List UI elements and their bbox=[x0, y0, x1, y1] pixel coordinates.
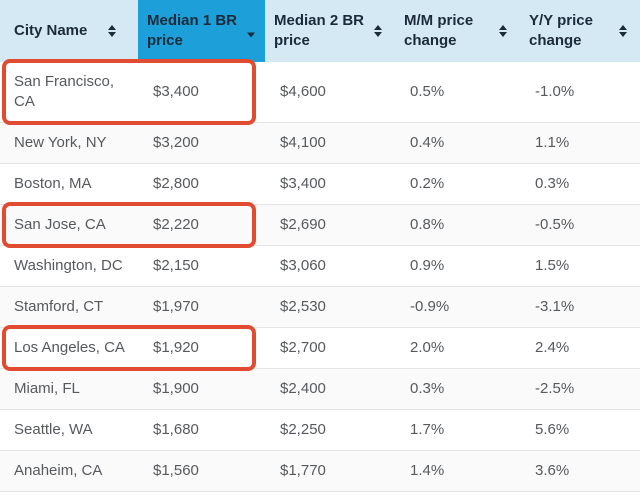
cell-city: New York, NY bbox=[0, 122, 138, 164]
column-header-yy-price-change[interactable]: Y/Y price change bbox=[520, 0, 640, 62]
cell-br2: $4,600 bbox=[265, 62, 395, 123]
sort-updown-icon bbox=[499, 25, 507, 37]
cell-br1: $2,800 bbox=[138, 163, 265, 205]
cell-city: Boston, MA bbox=[0, 163, 138, 205]
column-header-label: Y/Y price change bbox=[529, 12, 593, 49]
column-header-city-name[interactable]: City Name bbox=[0, 0, 138, 62]
cell-yy: 1.1% bbox=[520, 122, 640, 164]
cell-yy: 1.5% bbox=[520, 245, 640, 287]
cell-mm: 0.4% bbox=[395, 122, 520, 164]
table-header: City Name Median 1 BR price Median 2 BR … bbox=[0, 0, 640, 62]
table-row: Anaheim, CA $1,560 $1,770 1.4% 3.6% bbox=[0, 450, 640, 492]
cell-br2: $1,770 bbox=[265, 450, 395, 492]
table-row: Los Angeles, CA $1,920 $2,700 2.0% 2.4% bbox=[0, 327, 640, 369]
cell-yy: 5.6% bbox=[520, 409, 640, 451]
cell-mm: 1.7% bbox=[395, 409, 520, 451]
cell-city: San Jose, CA bbox=[0, 204, 138, 246]
cell-city: San Francisco, CA bbox=[0, 62, 138, 123]
column-header-label: Median 1 BR price bbox=[147, 12, 238, 49]
sort-updown-icon bbox=[374, 25, 382, 37]
column-header-median-2br-price[interactable]: Median 2 BR price bbox=[265, 0, 395, 62]
column-header-label: M/M price change bbox=[404, 12, 474, 49]
table-row: Miami, FL $1,900 $2,400 0.3% -2.5% bbox=[0, 368, 640, 410]
cell-br1: $1,970 bbox=[138, 286, 265, 328]
cell-city: Miami, FL bbox=[0, 368, 138, 410]
sort-updown-icon bbox=[108, 25, 116, 37]
cell-br1: $2,150 bbox=[138, 245, 265, 287]
cell-mm: 1.4% bbox=[395, 450, 520, 492]
table-row: New York, NY $3,200 $4,100 0.4% 1.1% bbox=[0, 122, 640, 164]
cell-br1: $1,900 bbox=[138, 368, 265, 410]
cell-br2: $3,060 bbox=[265, 245, 395, 287]
cell-br2: $2,700 bbox=[265, 327, 395, 369]
cell-br1: $1,920 bbox=[138, 327, 265, 369]
cell-br2: $2,250 bbox=[265, 409, 395, 451]
cell-yy: 2.4% bbox=[520, 327, 640, 369]
sort-down-icon bbox=[247, 32, 255, 38]
cell-city: Stamford, CT bbox=[0, 286, 138, 328]
sort-updown-icon bbox=[619, 25, 627, 37]
cell-yy: -1.0% bbox=[520, 62, 640, 123]
cell-mm: 0.8% bbox=[395, 204, 520, 246]
cell-br2: $2,400 bbox=[265, 368, 395, 410]
column-header-mm-price-change[interactable]: M/M price change bbox=[395, 0, 520, 62]
cell-br1: $2,220 bbox=[138, 204, 265, 246]
column-header-label: Median 2 BR price bbox=[274, 12, 365, 49]
cell-br2: $2,530 bbox=[265, 286, 395, 328]
cell-br1: $3,400 bbox=[138, 62, 265, 123]
cell-mm: 0.9% bbox=[395, 245, 520, 287]
table-body: San Francisco, CA $3,400 $4,600 0.5% -1.0% Ne… bbox=[0, 62, 640, 492]
cell-yy: -3.1% bbox=[520, 286, 640, 328]
cell-mm: 0.3% bbox=[395, 368, 520, 410]
cell-yy: 3.6% bbox=[520, 450, 640, 492]
cell-mm: 0.5% bbox=[395, 62, 520, 123]
cell-br1: $1,560 bbox=[138, 450, 265, 492]
table-row: Stamford, CT $1,970 $2,530 -0.9% -3.1% bbox=[0, 286, 640, 328]
cell-yy: -0.5% bbox=[520, 204, 640, 246]
column-header-median-1br-price[interactable]: Median 1 BR price bbox=[138, 0, 265, 62]
table-row: San Francisco, CA $3,400 $4,600 0.5% -1.0% bbox=[0, 62, 640, 123]
cell-city: Anaheim, CA bbox=[0, 450, 138, 492]
cell-br2: $4,100 bbox=[265, 122, 395, 164]
table-row: San Jose, CA $2,220 $2,690 0.8% -0.5% bbox=[0, 204, 640, 246]
table-row: Washington, DC $2,150 $3,060 0.9% 1.5% bbox=[0, 245, 640, 287]
table-row: Boston, MA $2,800 $3,400 0.2% 0.3% bbox=[0, 163, 640, 205]
cell-city: Washington, DC bbox=[0, 245, 138, 287]
cell-mm: 0.2% bbox=[395, 163, 520, 205]
cell-br2: $3,400 bbox=[265, 163, 395, 205]
cell-city: Los Angeles, CA bbox=[0, 327, 138, 369]
table-row: Seattle, WA $1,680 $2,250 1.7% 5.6% bbox=[0, 409, 640, 451]
cell-city: Seattle, WA bbox=[0, 409, 138, 451]
cell-br1: $3,200 bbox=[138, 122, 265, 164]
cell-yy: -2.5% bbox=[520, 368, 640, 410]
cell-br2: $2,690 bbox=[265, 204, 395, 246]
header-row: City Name Median 1 BR price Median 2 BR … bbox=[0, 0, 640, 62]
column-header-label: City Name bbox=[14, 22, 88, 39]
cell-br1: $1,680 bbox=[138, 409, 265, 451]
cell-mm: 2.0% bbox=[395, 327, 520, 369]
cell-mm: -0.9% bbox=[395, 286, 520, 328]
cell-yy: 0.3% bbox=[520, 163, 640, 205]
